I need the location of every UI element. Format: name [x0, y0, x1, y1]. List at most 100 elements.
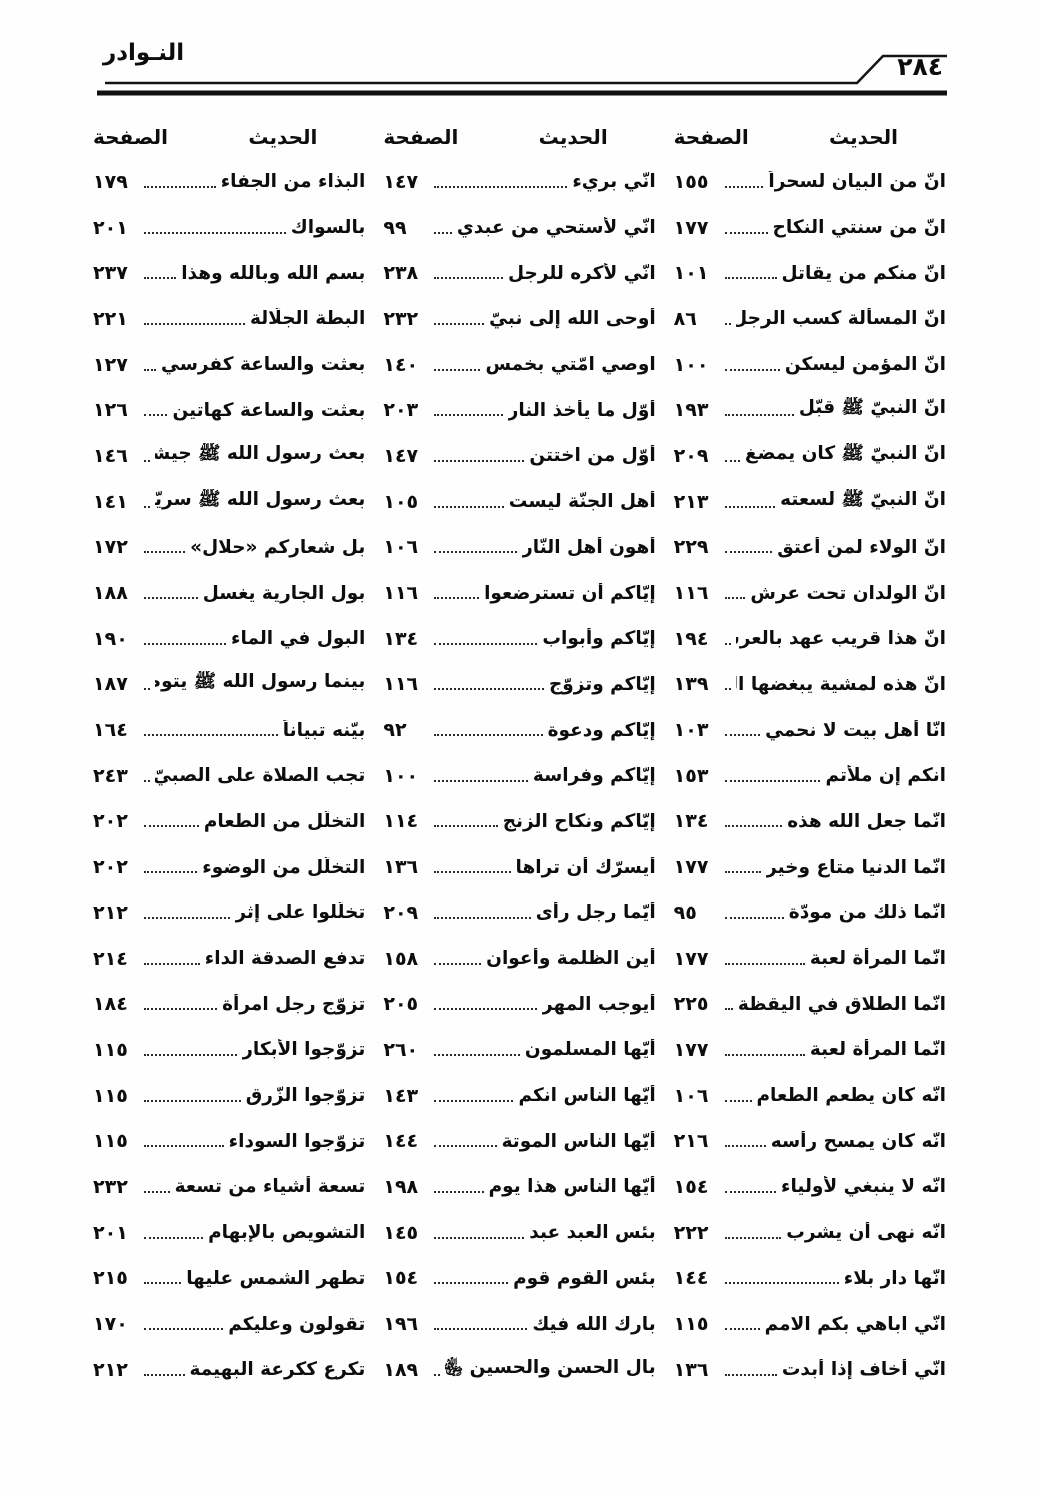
dot-leader: [144, 231, 286, 234]
hadith-title: انّ من سنتي النكاح: [772, 217, 946, 239]
entry-page-number: ١٥٨: [383, 947, 419, 970]
dot-leader: [144, 551, 186, 554]
dot-leader: [434, 1099, 514, 1102]
entry-page-number: ٢٢٢: [673, 1221, 709, 1244]
dot-leader: [434, 1328, 528, 1331]
page-number: ٢٨٤: [897, 52, 943, 81]
entry-page-number: ١٢٦: [93, 399, 128, 422]
entry-page-number: ٢٠١: [93, 1221, 128, 1244]
entry-page-number: ١٧٧: [673, 1038, 709, 1061]
index-entry: انّي لأستحي من عبدي ٩٩: [383, 205, 655, 251]
hadith-title: انّ الولاء لمن أعتق: [777, 536, 946, 558]
dot-leader: [434, 779, 528, 782]
dot-leader: [144, 368, 157, 371]
index-entry: انّما جعل الله هذه ١٣٤: [674, 799, 946, 845]
index-column: الحديث الصفحة البذاء من الجفاء ١٧٩ بالسو…: [93, 114, 365, 1393]
entry-page-number: ١٧٢: [93, 536, 128, 559]
dot-leader: [434, 871, 511, 874]
hadith-title: أين الظلمة وأعوان: [486, 948, 656, 970]
dot-leader: [724, 688, 731, 691]
index-entry: تجب الصلاة على الصبيّ ٢٤٣: [93, 753, 365, 799]
index-entry: أيوجب المهر ٢٠٥: [383, 981, 655, 1027]
index-entry: أيّها الناس الموتة ١٤٤: [383, 1118, 655, 1164]
entry-page-number: ١٠٠: [673, 353, 709, 376]
hadith-title: البذاء من الجفاء: [220, 171, 366, 193]
hadith-title: أيّها الناس انكم: [518, 1085, 656, 1107]
hadith-title: انّها دار بلاء: [843, 1267, 946, 1289]
dot-leader: [724, 871, 762, 874]
index-entry: إيّاكم ودعوة ٩٢: [383, 707, 655, 753]
entry-page-number: ٢٠٩: [383, 901, 419, 924]
dot-leader: [144, 642, 227, 645]
hadith-title: أيوجب المهر: [542, 993, 656, 1015]
hadith-title: انّي لأكره للرجل: [507, 262, 656, 284]
dot-leader: [724, 916, 784, 919]
entry-page-number: ١١٤: [383, 810, 419, 833]
index-entry: انّي اباهي بكم الامم ١١٥: [674, 1301, 946, 1347]
entry-page-number: ١٢٧: [93, 353, 128, 376]
hadith-index: الحديث الصفحة انّ من البيان لسحراً ١٥٥ ا…: [0, 114, 1041, 1393]
hadith-title: إيّاكم وأبواب: [542, 628, 656, 650]
dot-leader: [434, 688, 544, 691]
entry-page-number: ٢١٢: [93, 901, 128, 924]
index-entry: انّي لأكره للرجل ٢٣٨: [383, 250, 655, 296]
index-entry: تسعة أشياء من تسعة ٢٣٢: [93, 1164, 365, 1210]
hadith-title: انّما المرأة لعبة: [809, 1039, 946, 1061]
dot-leader: [144, 277, 177, 280]
entry-page-number: ١٥٣: [673, 764, 709, 787]
hadith-title: أيّما رجل رأى: [535, 902, 656, 924]
index-entry: البول في الماء ١٩٠: [93, 616, 365, 662]
hadith-title: اوصي امّتي بخمس: [485, 354, 656, 376]
dot-leader: [144, 734, 278, 737]
index-entry: أيّها الناس انكم ١٤٣: [383, 1073, 655, 1119]
entry-page-number: ٢٠٣: [383, 399, 419, 422]
page-column-header: الصفحة: [93, 124, 169, 149]
index-entry: انّها دار بلاء ١٤٤: [674, 1256, 946, 1302]
index-entry: انّما الطلاق في اليقظة ٢٢٥: [674, 981, 946, 1027]
dot-leader: [724, 642, 731, 645]
index-entry: انّه كان يطعم الطعام ١٠٦: [674, 1073, 946, 1119]
dot-leader: [144, 459, 150, 462]
index-entry: انّي أخاف إذا أبدت ١٣٦: [674, 1347, 946, 1393]
hadith-title: أيّها الناس الموتة: [501, 1130, 656, 1152]
index-entry: التشويص بالإبهام ٢٠١: [93, 1210, 365, 1256]
hadith-title: انّ النبيّ ﷺ لسعته: [780, 488, 946, 510]
index-entry: البطة الجلّالة ٢٢١: [93, 296, 365, 342]
entry-page-number: ١٤٥: [383, 1221, 419, 1244]
dot-leader: [144, 1373, 185, 1376]
hadith-title: بئس العبد عبد: [529, 1222, 656, 1244]
index-entry: أوّل ما يأخذ النار ٢٠٣: [383, 387, 655, 433]
entry-page-number: ١٤٧: [383, 170, 419, 193]
index-entry: إيّاكم وأبواب ١٣٤: [383, 616, 655, 662]
page-column-header: الصفحة: [383, 124, 459, 149]
hadith-title: انّ المؤمن ليسكن: [784, 354, 946, 376]
entry-page-number: ١٤١: [93, 490, 128, 513]
index-entry: بل شعاركم «حلال» ١٧٢: [93, 525, 365, 571]
hadith-title: تدفع الصدقة الداء: [204, 948, 366, 970]
entry-page-number: ١٠٣: [673, 719, 709, 742]
dot-leader: [724, 1373, 777, 1376]
entry-page-number: ٢٣٢: [93, 1175, 128, 1198]
hadith-title: تزوّجوا الزّرق: [245, 1085, 366, 1107]
index-entry: أين الظلمة وأعوان ١٥٨: [383, 936, 655, 982]
hadith-title: انّما ذلك من مودّة: [788, 902, 946, 924]
index-entry: انّ منكم من يقاتل ١٠١: [674, 250, 946, 296]
entry-page-number: ٢٢٩: [673, 536, 709, 559]
dot-leader: [724, 277, 777, 280]
hadith-title: انّه لا ينبغي لأولياء: [781, 1176, 946, 1198]
index-entry: إيّاكم وتزوّج ١١٦: [383, 662, 655, 708]
entry-page-number: ١٧٧: [673, 947, 709, 970]
hadith-title: انّ هذه لمشية يبغضها الله: [735, 673, 946, 695]
hadith-title: انّي بريء: [572, 171, 656, 193]
entry-page-number: ١٩٣: [673, 399, 709, 422]
hadith-title: انّ من البيان لسحراً: [768, 171, 946, 193]
entry-page-number: ٢٣٧: [93, 262, 128, 285]
index-entry: أوّل من اختتن ١٤٧: [383, 433, 655, 479]
index-entry: انّ النبيّ ﷺ لسعته ٢١٣: [674, 479, 946, 525]
entry-page-number: ٢١٦: [673, 1130, 709, 1153]
dot-leader: [144, 825, 199, 828]
dot-leader: [434, 1373, 441, 1376]
dot-leader: [144, 505, 150, 508]
dot-leader: [144, 597, 198, 600]
index-entry: التخلّل من الطعام ٢٠٢: [93, 799, 365, 845]
